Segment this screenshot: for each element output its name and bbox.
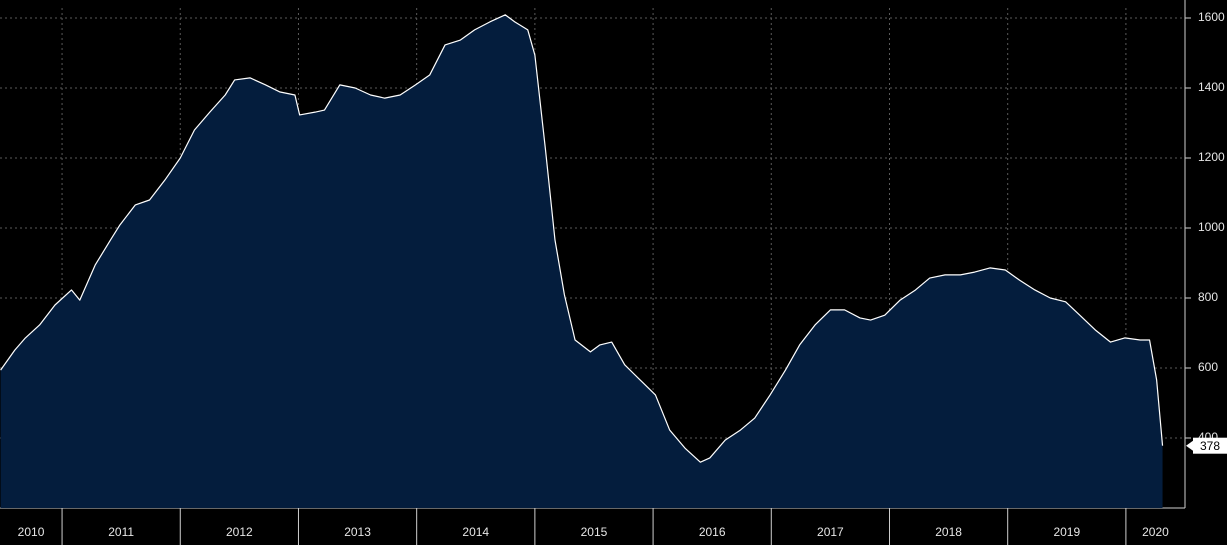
x-tick-label: 2011 bbox=[108, 525, 134, 539]
y-tick-label: 1600 bbox=[1198, 10, 1225, 24]
x-tick-label: 2012 bbox=[226, 525, 253, 539]
x-tick-label: 2013 bbox=[344, 525, 371, 539]
x-tick-label: 2016 bbox=[699, 525, 726, 539]
x-tick-label: 2010 bbox=[18, 525, 45, 539]
x-tick-label: 2020 bbox=[1142, 525, 1169, 539]
last-value-box bbox=[1193, 437, 1227, 454]
x-tick-label: 2019 bbox=[1053, 525, 1080, 539]
y-tick-label: 1000 bbox=[1198, 220, 1225, 234]
y-tick-label: 600 bbox=[1198, 360, 1218, 374]
last-value-label: 378 bbox=[1200, 439, 1220, 453]
x-tick-label: 2014 bbox=[462, 525, 489, 539]
x-tick-label: 2015 bbox=[581, 525, 608, 539]
last-value-pointer bbox=[1186, 440, 1193, 451]
line bbox=[0, 14, 1164, 463]
x-tick-label: 2018 bbox=[935, 525, 962, 539]
area-fill bbox=[0, 14, 1163, 508]
y-tick-label: 1400 bbox=[1198, 80, 1225, 94]
y-tick-label: 800 bbox=[1198, 290, 1218, 304]
x-tick-label: 2017 bbox=[817, 525, 844, 539]
y-tick-label: 1200 bbox=[1198, 150, 1225, 164]
